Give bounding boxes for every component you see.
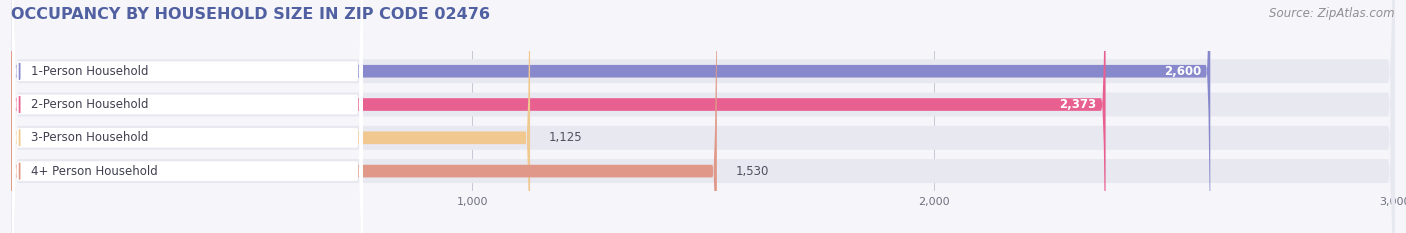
Text: 1,125: 1,125 (548, 131, 582, 144)
Text: 2,600: 2,600 (1164, 65, 1201, 78)
FancyBboxPatch shape (11, 0, 1395, 233)
Text: 1-Person Household: 1-Person Household (31, 65, 148, 78)
FancyBboxPatch shape (11, 0, 1105, 233)
FancyBboxPatch shape (11, 0, 1211, 233)
Text: 2,373: 2,373 (1059, 98, 1097, 111)
Text: 3-Person Household: 3-Person Household (31, 131, 148, 144)
FancyBboxPatch shape (11, 0, 1395, 233)
Text: Source: ZipAtlas.com: Source: ZipAtlas.com (1270, 7, 1395, 20)
Text: 1,530: 1,530 (735, 164, 769, 178)
FancyBboxPatch shape (13, 0, 363, 233)
FancyBboxPatch shape (13, 0, 363, 233)
Text: OCCUPANCY BY HOUSEHOLD SIZE IN ZIP CODE 02476: OCCUPANCY BY HOUSEHOLD SIZE IN ZIP CODE … (11, 7, 491, 22)
FancyBboxPatch shape (11, 0, 530, 233)
Text: 4+ Person Household: 4+ Person Household (31, 164, 157, 178)
FancyBboxPatch shape (11, 0, 1395, 233)
FancyBboxPatch shape (11, 0, 1395, 233)
FancyBboxPatch shape (13, 0, 363, 233)
FancyBboxPatch shape (11, 0, 717, 233)
FancyBboxPatch shape (13, 0, 363, 233)
Text: 2-Person Household: 2-Person Household (31, 98, 148, 111)
